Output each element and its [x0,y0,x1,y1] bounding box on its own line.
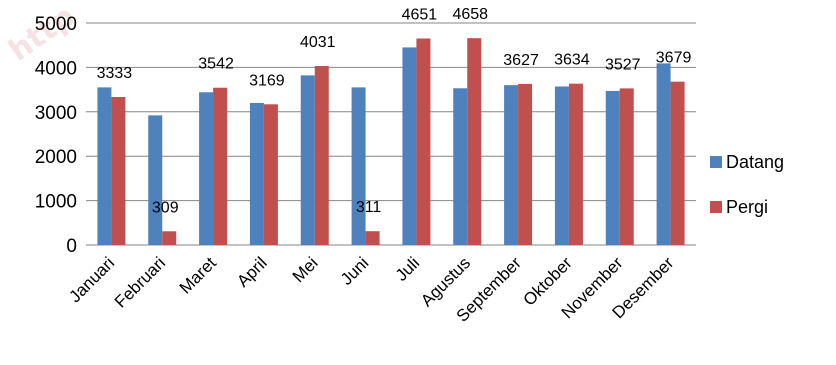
bar-pergi [263,104,278,245]
y-tick-label: 2000 [35,147,77,168]
x-tick-label: Februari [111,253,169,311]
y-tick-label: 1000 [35,192,77,213]
bar-pergi [162,231,177,245]
y-tick-label: 4000 [35,58,77,79]
data-label: 3679 [656,50,692,67]
data-label: 311 [356,199,382,216]
x-tick-label: April [233,253,270,290]
bar-pergi [568,83,583,246]
x-tick-label: Mei [289,253,322,286]
legend: Datang Pergi [710,152,784,217]
gridlines [86,22,696,246]
data-label: 309 [152,199,179,216]
legend-label-datang: Datang [726,152,784,172]
bar-pergi [111,97,126,245]
bar-pergi [213,87,228,245]
bar-datang [97,87,112,245]
data-label: 3627 [503,52,539,69]
bar-datang [351,87,366,245]
bar-pergi [314,66,329,246]
legend-label-pergi: Pergi [726,197,768,217]
data-label: 3333 [97,65,133,82]
bar-datang [300,75,315,245]
bars [97,38,685,246]
x-tick-label: Maret [176,253,220,297]
bar-datang [148,115,163,246]
x-tick-label: Juli [392,253,423,284]
bar-pergi [518,83,533,245]
bar-datang [402,47,417,245]
data-label: 4031 [300,34,336,51]
data-label: 3169 [249,72,285,89]
bar-datang [504,85,519,245]
bar-pergi [670,81,685,245]
legend-swatch-datang [710,156,722,168]
bar-datang [199,92,214,245]
y-tick-label: 5000 [35,14,77,35]
bar-pergi [619,88,634,245]
bar-datang [453,88,468,245]
data-label: 3634 [554,52,590,69]
bar-pergi [365,231,380,245]
bar-pergi [467,38,482,245]
x-tick-label: Juni [337,253,372,288]
data-label: 3527 [605,56,641,73]
bar-datang [249,102,264,245]
legend-swatch-pergi [710,201,722,213]
y-tick-label: 0 [66,236,77,257]
data-label: 4651 [402,6,438,23]
y-tick-label: 3000 [35,103,77,124]
y-axis: 0 1000 2000 3000 4000 5000 [35,14,77,257]
bar-datang [656,63,671,246]
bar-datang [554,86,569,245]
bar-datang [605,90,620,245]
data-label: 3542 [198,56,234,73]
data-labels: 3333 309 3542 3169 4031 311 4651 4658 3627 3634 35… [97,6,692,216]
data-label: 4658 [452,6,488,23]
bar-pergi [416,38,431,245]
